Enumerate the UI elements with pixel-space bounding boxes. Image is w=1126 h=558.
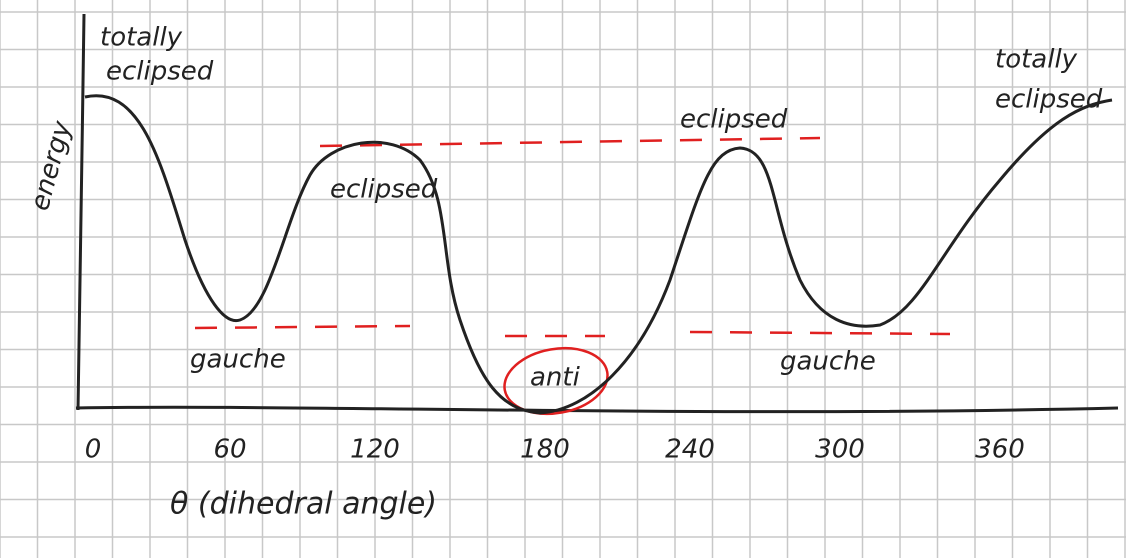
x-tick-label: 300 [815, 435, 865, 465]
annotation: gauche [190, 345, 286, 375]
x-tick-label: 120 [350, 435, 400, 465]
y-axis [78, 14, 84, 410]
sketch: totally eclipsed eclipsed eclipsed total… [0, 0, 1126, 558]
x-axis-label: θ (dihedral angle) [170, 487, 437, 522]
annotation: anti [530, 363, 581, 393]
annotation: gauche [780, 347, 876, 377]
annotation: totally [995, 45, 1078, 75]
annotation: eclipsed [106, 57, 214, 87]
annotation: totally [100, 23, 183, 53]
x-tick-label: 360 [975, 435, 1025, 465]
x-tick-label: 0 [85, 435, 102, 465]
x-axis [76, 407, 1118, 411]
x-tick-label: 180 [520, 435, 570, 465]
x-tick-label: 240 [665, 435, 715, 465]
x-tick-label: 60 [213, 435, 246, 465]
annotation: eclipsed [330, 175, 438, 205]
annotation: eclipsed [995, 85, 1103, 115]
annotation: eclipsed [680, 105, 788, 135]
